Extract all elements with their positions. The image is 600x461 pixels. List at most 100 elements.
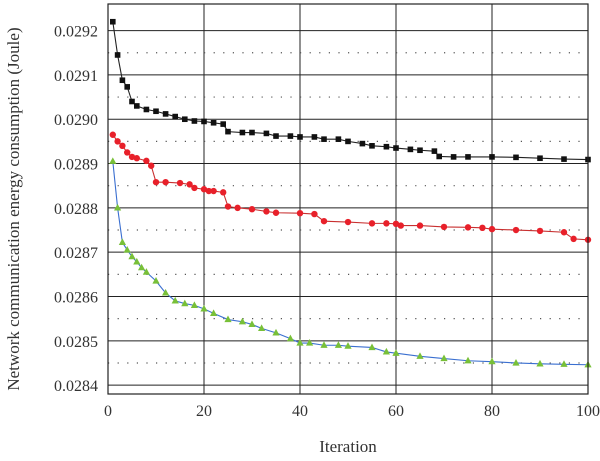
data-point (416, 222, 424, 229)
data-point (143, 157, 150, 165)
x-axis-title: Iteration (319, 437, 377, 456)
data-point (191, 118, 198, 124)
data-point (560, 229, 568, 236)
data-point (133, 155, 140, 162)
data-point (114, 138, 121, 145)
data-point (224, 203, 232, 210)
data-point (171, 296, 179, 304)
data-point (114, 52, 121, 58)
data-point (186, 181, 193, 188)
y-tick-label: 0.0289 (54, 157, 98, 174)
data-point (512, 358, 520, 366)
data-point (479, 224, 486, 232)
y-tick-label: 0.0287 (54, 245, 98, 262)
data-point (123, 245, 131, 253)
y-tick-label: 0.0284 (54, 378, 98, 395)
data-point (368, 343, 376, 351)
data-point (273, 133, 279, 139)
data-point (258, 324, 266, 332)
data-point (465, 154, 471, 160)
data-point (162, 178, 169, 186)
x-tick-label: 100 (576, 403, 600, 420)
data-point (129, 98, 135, 105)
data-point (368, 220, 376, 227)
data-point (234, 204, 241, 212)
data-point (238, 317, 246, 325)
data-point (134, 103, 140, 109)
grid (108, 4, 588, 394)
data-point (440, 223, 448, 231)
data-point (488, 225, 496, 233)
data-point (359, 140, 366, 147)
data-point (334, 341, 342, 348)
data-point (162, 111, 169, 117)
data-point (119, 142, 126, 150)
data-point (440, 354, 448, 362)
data-point (148, 162, 155, 169)
data-point (182, 116, 188, 123)
data-point (225, 128, 231, 135)
data-point (224, 315, 232, 323)
data-point (124, 149, 131, 156)
data-point (110, 18, 116, 25)
data-point (191, 184, 198, 192)
series-2 (109, 131, 592, 243)
data-point (152, 178, 160, 186)
data-point (210, 187, 217, 195)
data-point (128, 153, 136, 161)
series-3 (109, 157, 592, 368)
data-point (138, 263, 146, 271)
data-point (306, 339, 314, 346)
data-point (205, 187, 212, 195)
data-point (118, 238, 126, 246)
series-1 (110, 18, 591, 163)
y-tick-label: 0.0290 (54, 112, 98, 129)
data-point (383, 220, 390, 227)
data-point (114, 203, 122, 211)
data-point (220, 189, 227, 196)
data-point (345, 138, 351, 145)
data-point (152, 276, 160, 284)
data-point (153, 108, 159, 115)
data-point (393, 145, 399, 151)
data-point (512, 226, 520, 234)
data-point (248, 205, 256, 213)
data-point (286, 334, 294, 342)
data-point (200, 186, 208, 193)
data-point (297, 134, 303, 140)
data-point (249, 129, 255, 136)
data-point (296, 209, 304, 217)
data-point (190, 301, 198, 308)
data-point (210, 309, 218, 316)
data-point (536, 359, 544, 367)
y-axis-title: Network communication energy consumption… (4, 27, 23, 390)
data-point (536, 227, 544, 235)
data-point (172, 113, 178, 120)
data-point (200, 304, 208, 312)
data-point (416, 352, 424, 359)
data-point (119, 77, 126, 84)
series-group (109, 18, 592, 368)
series-line (112, 161, 589, 366)
data-point (382, 347, 390, 355)
series-line (112, 134, 589, 241)
data-point (263, 130, 270, 137)
data-point (176, 179, 184, 187)
data-point (311, 210, 318, 218)
data-point (383, 143, 390, 150)
x-tick-label: 80 (484, 403, 500, 420)
data-point (344, 218, 352, 226)
data-point (210, 119, 217, 126)
data-point (128, 252, 136, 260)
data-point (263, 208, 270, 215)
data-point (320, 341, 328, 348)
data-point (561, 156, 567, 162)
data-point (335, 136, 342, 142)
data-point (181, 299, 189, 307)
data-point (464, 224, 472, 231)
x-tick-label: 60 (388, 403, 404, 420)
data-point (220, 121, 226, 127)
data-point (464, 356, 472, 364)
data-point (392, 349, 400, 356)
